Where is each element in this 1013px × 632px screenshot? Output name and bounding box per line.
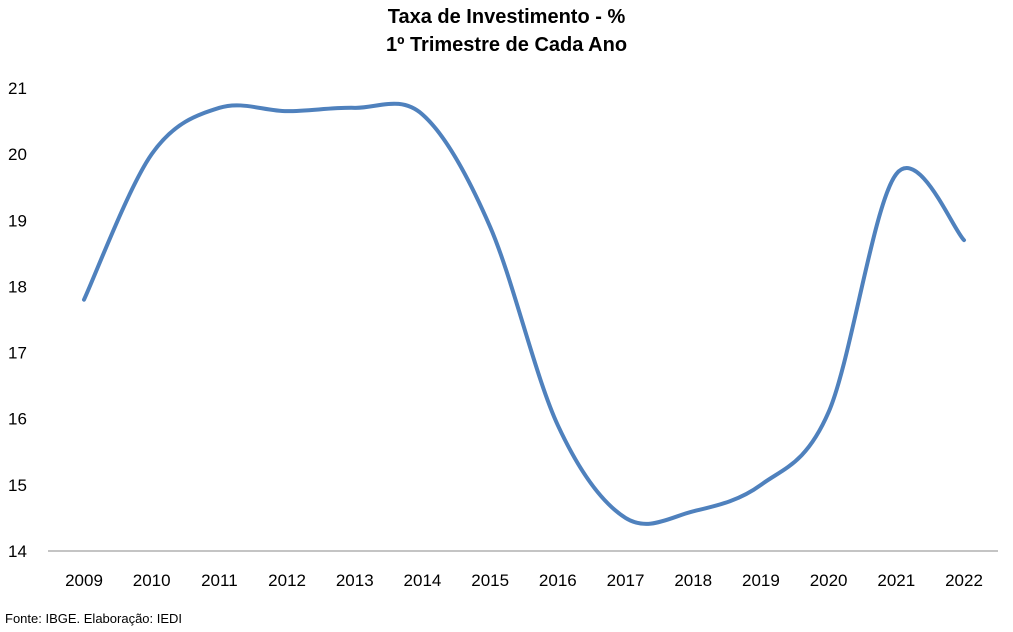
y-tick-label: 18 bbox=[8, 277, 27, 296]
x-tick-label: 2014 bbox=[404, 571, 442, 590]
y-tick-label: 16 bbox=[8, 410, 27, 429]
chart-title: Taxa de Investimento - % bbox=[387, 6, 626, 28]
x-tick-label: 2019 bbox=[742, 571, 780, 590]
y-tick-label: 20 bbox=[8, 145, 27, 164]
x-tick-label: 2022 bbox=[945, 571, 983, 590]
x-tick-label: 2012 bbox=[268, 571, 306, 590]
series-line-taxa-investimento bbox=[82, 101, 966, 526]
x-tick-label: 2020 bbox=[810, 571, 848, 590]
y-tick-label: 17 bbox=[8, 344, 27, 363]
x-tick-label: 2017 bbox=[607, 571, 645, 590]
x-tick-label: 2021 bbox=[877, 571, 915, 590]
y-axis: 14 15 16 17 18 19 20 21 bbox=[8, 79, 27, 561]
chart-subtitle: 1º Trimestre de Cada Ano bbox=[385, 34, 628, 56]
y-tick-label: 21 bbox=[8, 79, 27, 98]
x-tick-label: 2015 bbox=[471, 571, 509, 590]
y-tick-label: 15 bbox=[8, 476, 27, 495]
y-tick-label: 14 bbox=[8, 542, 27, 561]
x-tick-label: 2018 bbox=[674, 571, 712, 590]
x-tick-label: 2013 bbox=[336, 571, 374, 590]
source-note: Fonte: IBGE. Elaboração: IEDI bbox=[5, 611, 183, 626]
y-tick-label: 19 bbox=[8, 211, 27, 230]
x-tick-label: 2010 bbox=[133, 571, 171, 590]
x-tick-label: 2011 bbox=[201, 571, 238, 590]
x-axis: 2009 2010 2011 2012 2013 2014 2015 2016 2017 2018… bbox=[65, 571, 983, 590]
x-tick-label: 2009 bbox=[65, 571, 103, 590]
x-tick-label: 2016 bbox=[539, 571, 577, 590]
